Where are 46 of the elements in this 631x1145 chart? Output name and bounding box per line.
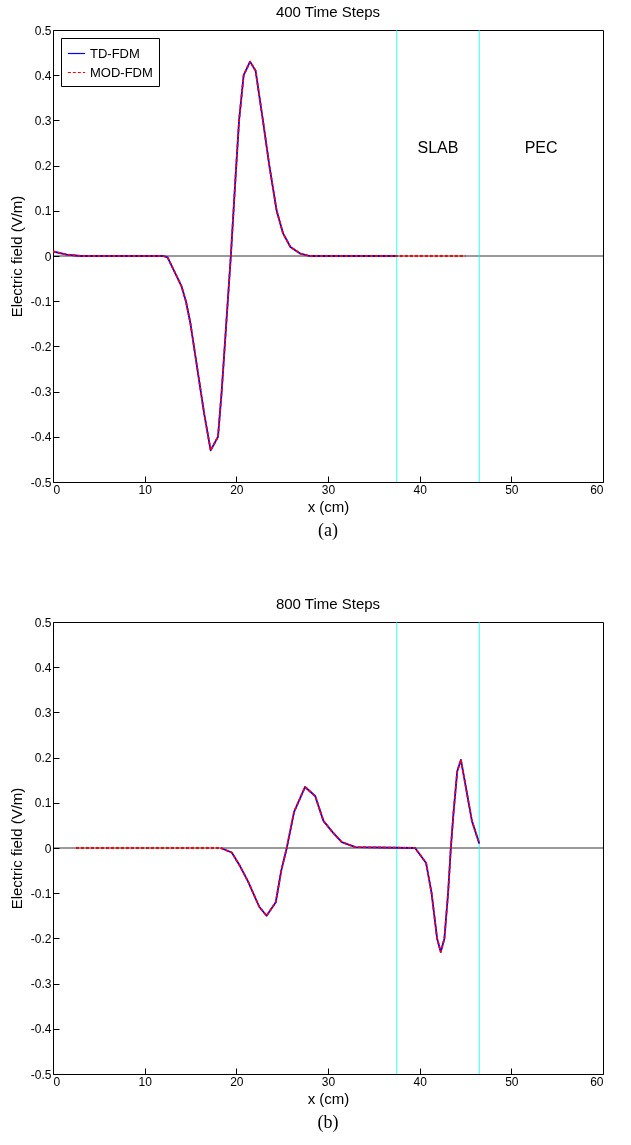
x-tick-label: 50: [505, 482, 519, 497]
annotation: SLAB: [417, 138, 459, 156]
y-tick-label: -0.2: [30, 931, 52, 946]
chart-title: 400 Time Steps: [275, 3, 381, 20]
y-axis-title: Electric field (V/m): [7, 195, 25, 318]
x-tick-label: 40: [413, 482, 428, 497]
y-axis-title: Electric field (V/m): [7, 787, 25, 910]
y-tick-label: -0.4: [30, 1022, 52, 1037]
x-tick-label: 20: [230, 482, 244, 497]
y-tick-label: -0.1: [30, 294, 52, 309]
annotation: PEC: [524, 138, 558, 156]
y-tick-label: 0: [44, 841, 52, 856]
x-axis-title: x (cm): [307, 1089, 350, 1107]
legend-label: MOD-FDM: [90, 64, 153, 80]
x-tick-label: 50: [505, 1074, 519, 1089]
y-tick-label: 0.2: [34, 751, 52, 766]
y-tick-label: -0.5: [30, 475, 52, 490]
x-tick-label: 10: [138, 482, 153, 497]
y-tick-label: -0.4: [30, 430, 52, 445]
y-tick-label: 0.2: [34, 159, 52, 174]
x-tick-label: 60: [590, 1074, 604, 1089]
x-tick-label: 20: [230, 1074, 244, 1089]
x-tick-label: 60: [590, 482, 604, 497]
y-tick-label: -0.3: [30, 385, 52, 400]
text: (a): [318, 520, 338, 541]
y-tick-label: -0.3: [30, 977, 52, 992]
y-tick-label: 0.4: [34, 68, 52, 83]
y-tick-label: 0.1: [34, 796, 52, 811]
x-tick-label: 30: [321, 1074, 336, 1089]
chart-title: 800 Time Steps: [275, 595, 381, 612]
y-tick-label: 0.3: [34, 113, 52, 128]
y-tick-label: 0.1: [34, 204, 52, 219]
y-tick-label: -0.5: [30, 1067, 52, 1082]
y-tick-label: 0.3: [34, 705, 52, 720]
x-tick-label: 30: [321, 482, 336, 497]
x-axis-title: x (cm): [307, 497, 350, 515]
legend-label: TD-FDM: [90, 45, 140, 61]
y-tick-label: 0.4: [34, 660, 52, 675]
y-tick-label: 0.5: [34, 615, 52, 630]
text: (b): [317, 1112, 339, 1133]
x-tick-label: 10: [138, 1074, 153, 1089]
y-tick-label: -0.2: [30, 339, 52, 354]
y-tick-label: 0: [44, 249, 52, 264]
x-tick-label: 40: [413, 1074, 428, 1089]
y-tick-label: 0.5: [34, 23, 52, 38]
y-tick-label: -0.1: [30, 886, 52, 901]
